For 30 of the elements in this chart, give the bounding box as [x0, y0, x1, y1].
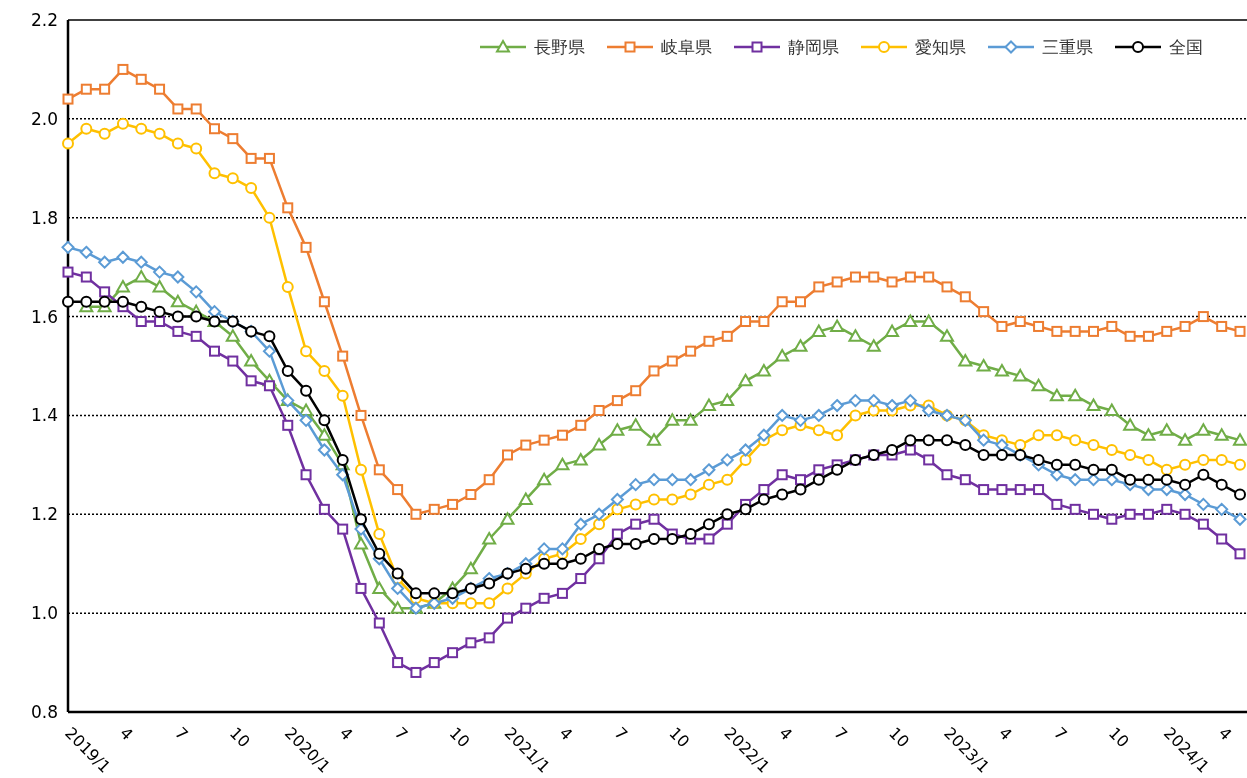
y-tick-label: 2.2 — [30, 10, 58, 30]
x-tick-label: 10 — [225, 723, 254, 752]
x-tick-label: 4 — [555, 723, 577, 745]
y-tick-label: 1.2 — [30, 504, 58, 525]
y-tick-label: 1.4 — [30, 405, 58, 426]
y-tick-label: 1.0 — [30, 603, 58, 624]
x-tick-label: 7 — [390, 723, 412, 745]
x-tick-label: 7 — [171, 723, 192, 745]
x-tick-label: 4 — [1214, 723, 1236, 745]
x-tick-label: 4 — [335, 723, 357, 745]
legend-label: 岐阜県 — [661, 37, 712, 57]
y-tick-label: 1.8 — [30, 207, 58, 228]
legend-label: 愛知県 — [915, 37, 966, 57]
x-tick-label: 7 — [1050, 723, 1071, 745]
x-tick-label: 7 — [830, 723, 851, 745]
x-tick-label: 4 — [995, 723, 1016, 745]
y-tick-label: 0.8 — [30, 702, 58, 722]
x-tick-label: 7 — [610, 723, 632, 745]
x-tick-label: 4 — [775, 723, 796, 745]
x-tick-label: 10 — [665, 723, 694, 752]
x-tick-label: 10 — [445, 723, 474, 752]
y-tick-label: 2.0 — [30, 108, 58, 129]
x-tick-label: 10 — [885, 723, 914, 752]
legend-label: 三重県 — [1042, 37, 1093, 57]
legend-label: 全国 — [1169, 37, 1203, 57]
x-tick-label: 10 — [1104, 723, 1133, 752]
x-tick-label: 4 — [116, 723, 137, 745]
legend-label: 長野県 — [534, 37, 585, 57]
legend-label: 静岡県 — [788, 37, 839, 57]
y-tick-label: 1.6 — [30, 306, 58, 327]
